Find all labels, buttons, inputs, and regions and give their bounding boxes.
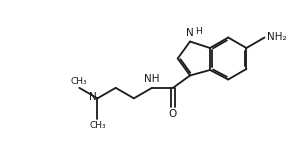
Text: O: O	[168, 109, 176, 119]
Text: CH₃: CH₃	[89, 121, 106, 130]
Text: N: N	[186, 27, 194, 38]
Text: CH₃: CH₃	[71, 77, 88, 86]
Text: H: H	[196, 27, 202, 36]
Text: N: N	[89, 92, 96, 102]
Text: NH₂: NH₂	[267, 33, 286, 42]
Text: NH: NH	[144, 74, 160, 84]
